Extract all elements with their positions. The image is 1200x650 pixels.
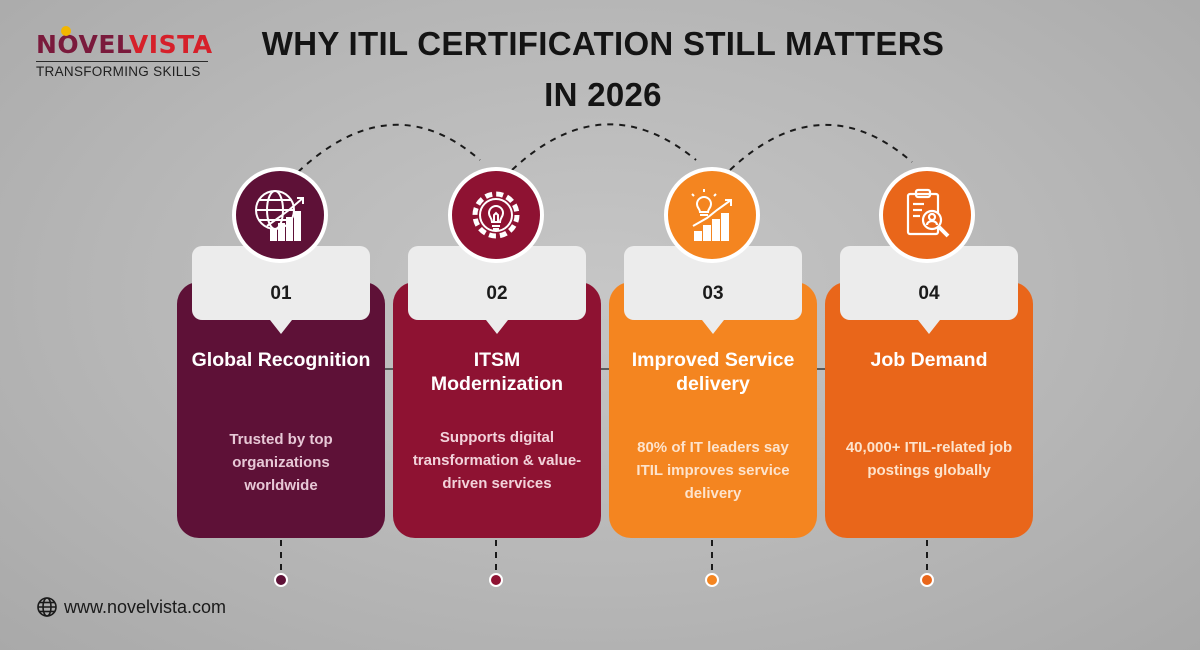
timeline-dot-2	[489, 573, 503, 587]
arc-connector-1	[297, 123, 481, 173]
footer-website[interactable]: www.novelvista.com	[36, 596, 226, 618]
logo-name: NOVELVISTA	[36, 30, 216, 60]
arc-connector-2	[511, 123, 697, 171]
brand-logo: NOVELVISTA TRANSFORMING SKILLS	[36, 26, 216, 79]
arc-connector-3	[729, 123, 913, 171]
logo-dot	[61, 26, 71, 36]
job-search-icon	[879, 167, 975, 263]
idea-growth-icon	[664, 167, 760, 263]
logo-name-part2: VISTA	[128, 30, 213, 59]
card-title: Improved Service delivery	[631, 349, 795, 395]
gear-bulb-icon	[448, 167, 544, 263]
timeline-dot-4	[920, 573, 934, 587]
tab-pointer	[270, 320, 292, 334]
logo-name-part1: NOVEL	[36, 30, 129, 59]
card-title: ITSM Modernization	[430, 349, 564, 395]
title-line-1: WHY ITIL CERTIFICATION STILL MATTERS	[261, 25, 945, 62]
globe-icon	[37, 597, 57, 617]
card-number: 03	[702, 283, 724, 304]
card-number: 01	[270, 283, 292, 304]
page-title: WHY ITIL CERTIFICATION STILL MATTERS IN …	[200, 18, 1006, 120]
card-description: Trusted by top organizations worldwide	[229, 431, 333, 494]
timeline-dot-1	[274, 573, 288, 587]
card-number: 04	[918, 283, 940, 304]
card-description: 40,000+ ITIL-related job postings global…	[845, 439, 1013, 479]
timeline-dot-3	[705, 573, 719, 587]
card-description: 80% of IT leaders say ITIL improves serv…	[636, 439, 790, 502]
card-description: Supports digital transformation & value-…	[412, 429, 582, 492]
logo-tagline: TRANSFORMING SKILLS	[36, 61, 208, 79]
card-number: 02	[486, 283, 508, 304]
card-title: Job Demand	[870, 349, 988, 371]
globe-growth-icon	[232, 167, 328, 263]
tab-pointer	[702, 320, 724, 334]
card-title: Global Recognition	[191, 349, 371, 371]
title-line-2: IN 2026	[544, 76, 662, 113]
tab-pointer	[918, 320, 940, 334]
website-link[interactable]: www.novelvista.com	[64, 596, 227, 617]
tab-pointer	[486, 320, 508, 334]
